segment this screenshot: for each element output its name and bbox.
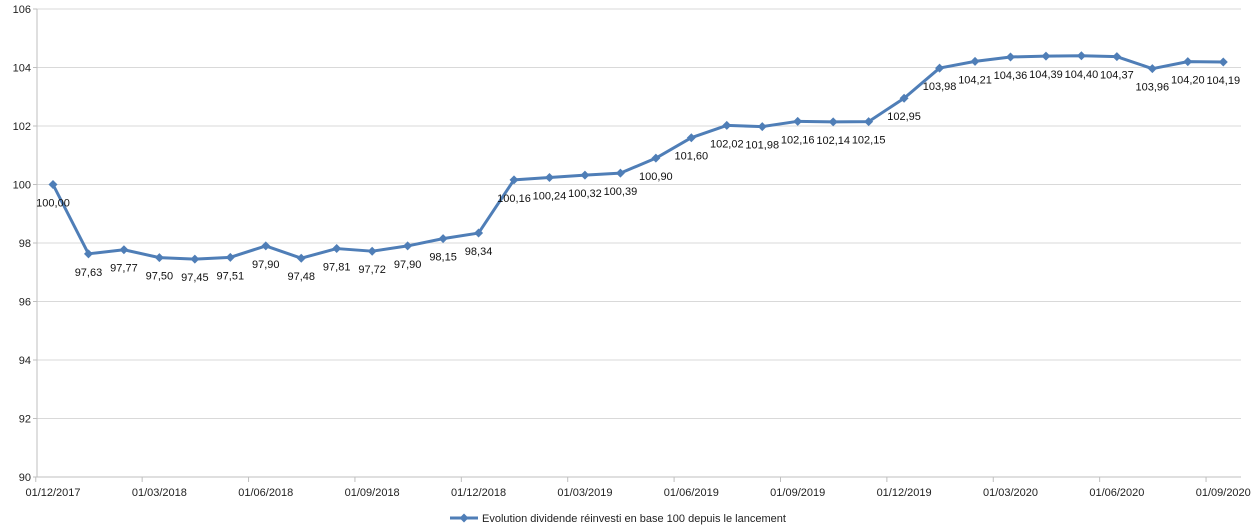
data-label: 100,16 bbox=[497, 193, 531, 205]
data-label: 97,72 bbox=[358, 264, 386, 276]
x-tick-label: 01/06/2019 bbox=[664, 487, 719, 499]
x-tick-label: 01/03/2019 bbox=[557, 487, 612, 499]
data-point bbox=[544, 172, 554, 182]
data-point bbox=[828, 117, 838, 127]
data-point bbox=[1112, 52, 1122, 62]
x-tick-label: 01/12/2019 bbox=[877, 487, 932, 499]
data-point bbox=[793, 116, 803, 126]
data-label: 100,32 bbox=[568, 188, 602, 200]
data-point bbox=[1076, 51, 1086, 61]
data-label: 97,63 bbox=[75, 267, 103, 279]
data-point bbox=[970, 56, 980, 66]
data-label: 97,45 bbox=[181, 272, 209, 284]
y-tick-label: 96 bbox=[19, 297, 31, 309]
data-point bbox=[367, 246, 377, 256]
data-point bbox=[935, 63, 945, 73]
data-label: 104,40 bbox=[1065, 69, 1099, 81]
data-label: 104,37 bbox=[1100, 70, 1134, 82]
legend: Evolution dividende réinvesti en base 10… bbox=[450, 513, 786, 525]
data-label: 101,60 bbox=[675, 151, 709, 163]
data-point bbox=[651, 153, 661, 163]
data-label: 97,77 bbox=[110, 263, 138, 275]
data-point bbox=[899, 93, 909, 103]
data-point bbox=[1005, 52, 1015, 62]
data-point bbox=[1183, 57, 1193, 67]
data-point bbox=[864, 117, 874, 127]
x-tick-label: 01/06/2020 bbox=[1089, 487, 1144, 499]
data-point bbox=[722, 120, 732, 130]
data-point bbox=[1041, 51, 1051, 61]
y-tick-label: 98 bbox=[19, 238, 31, 250]
data-label: 97,81 bbox=[323, 262, 351, 274]
data-label: 98,15 bbox=[429, 252, 457, 264]
x-tick-label: 01/09/2020 bbox=[1196, 487, 1251, 499]
data-point bbox=[474, 228, 484, 238]
data-label: 100,39 bbox=[604, 186, 638, 198]
data-point bbox=[332, 244, 342, 254]
data-point bbox=[686, 133, 696, 143]
data-label: 97,51 bbox=[217, 270, 245, 282]
data-label: 98,34 bbox=[465, 246, 493, 258]
data-label: 104,20 bbox=[1171, 75, 1205, 87]
data-point bbox=[119, 245, 129, 255]
data-point bbox=[1218, 57, 1228, 67]
data-label: 103,98 bbox=[923, 81, 957, 93]
data-label: 97,48 bbox=[287, 271, 315, 283]
data-point bbox=[403, 241, 413, 251]
data-label: 103,96 bbox=[1136, 82, 1170, 94]
y-axis-ticks: 90 92 94 96 98 100 102 104 106 bbox=[13, 4, 37, 484]
data-point bbox=[261, 241, 271, 251]
data-label: 102,95 bbox=[887, 111, 921, 123]
data-point bbox=[580, 170, 590, 180]
series-group: 100,00 97,63 97,77 97,50 97,45 97,51 97,90 97,4… bbox=[36, 51, 1240, 284]
data-point bbox=[296, 253, 306, 263]
data-point bbox=[615, 168, 625, 178]
y-tick-label: 90 bbox=[19, 472, 31, 484]
data-label: 102,15 bbox=[852, 135, 886, 147]
legend-marker-diamond bbox=[459, 513, 469, 523]
data-label: 100,00 bbox=[36, 198, 70, 210]
x-tick-label: 01/09/2018 bbox=[345, 487, 400, 499]
legend-label: Evolution dividende réinvesti en base 10… bbox=[482, 513, 786, 525]
data-label: 104,36 bbox=[994, 70, 1028, 82]
data-label: 104,39 bbox=[1029, 69, 1063, 81]
data-point bbox=[48, 180, 58, 189]
data-label: 97,90 bbox=[252, 259, 280, 271]
data-label: 101,98 bbox=[745, 140, 779, 152]
data-label: 100,90 bbox=[639, 171, 673, 183]
data-label: 104,21 bbox=[958, 74, 992, 86]
data-label: 102,16 bbox=[781, 134, 815, 146]
y-tick-label: 100 bbox=[13, 180, 31, 192]
x-tick-label: 01/06/2018 bbox=[238, 487, 293, 499]
x-tick-label: 01/12/2017 bbox=[25, 487, 80, 499]
x-axis-ticks: 01/12/2017 01/03/2018 01/06/2018 01/09/2018… bbox=[25, 477, 1251, 499]
data-point bbox=[190, 254, 200, 264]
data-point bbox=[225, 252, 235, 262]
data-point bbox=[438, 234, 448, 244]
y-tick-label: 106 bbox=[13, 4, 31, 16]
gridlines bbox=[37, 8, 1241, 478]
x-tick-label: 01/09/2019 bbox=[770, 487, 825, 499]
series-line bbox=[51, 54, 1224, 261]
data-label: 97,90 bbox=[394, 259, 422, 271]
data-label: 100,24 bbox=[533, 190, 567, 202]
data-point bbox=[83, 249, 93, 259]
y-tick-label: 102 bbox=[13, 121, 31, 133]
x-tick-label: 01/03/2018 bbox=[132, 487, 187, 499]
x-tick-label: 01/03/2020 bbox=[983, 487, 1038, 499]
data-label: 97,50 bbox=[146, 271, 174, 283]
data-point bbox=[757, 122, 767, 132]
y-tick-label: 92 bbox=[19, 414, 31, 426]
data-label: 102,14 bbox=[816, 135, 850, 147]
y-tick-label: 104 bbox=[13, 63, 31, 75]
data-point bbox=[1147, 64, 1157, 74]
data-label: 104,19 bbox=[1206, 75, 1240, 87]
data-label: 102,02 bbox=[710, 138, 744, 150]
data-point bbox=[509, 175, 519, 185]
data-point bbox=[154, 253, 164, 263]
y-tick-label: 94 bbox=[19, 355, 31, 367]
x-tick-label: 01/12/2018 bbox=[451, 487, 506, 499]
